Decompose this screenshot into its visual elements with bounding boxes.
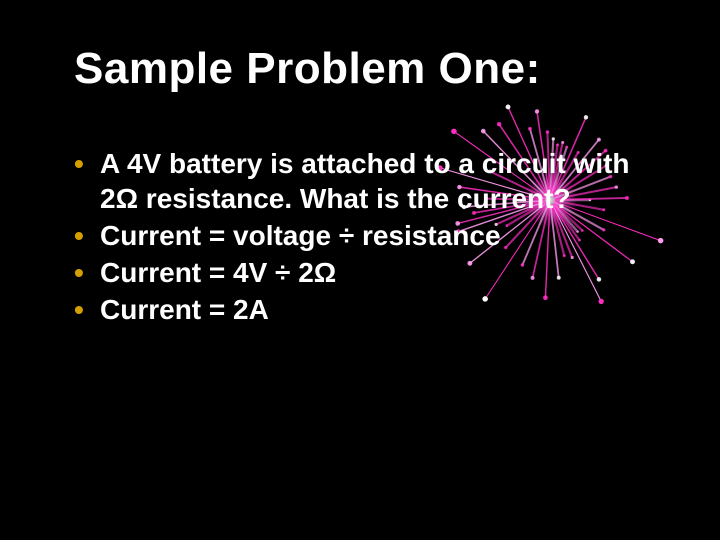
bullet-item: Current = voltage ÷ resistance bbox=[74, 218, 660, 253]
bullet-item: Current = 4V ÷ 2Ω bbox=[74, 255, 660, 290]
slide-content: Sample Problem One: A 4V battery is atta… bbox=[0, 0, 720, 327]
slide-title: Sample Problem One: bbox=[74, 44, 660, 94]
bullet-list: A 4V battery is attached to a circuit wi… bbox=[74, 146, 660, 327]
bullet-item: Current = 2A bbox=[74, 292, 660, 327]
bullet-item: A 4V battery is attached to a circuit wi… bbox=[74, 146, 660, 216]
